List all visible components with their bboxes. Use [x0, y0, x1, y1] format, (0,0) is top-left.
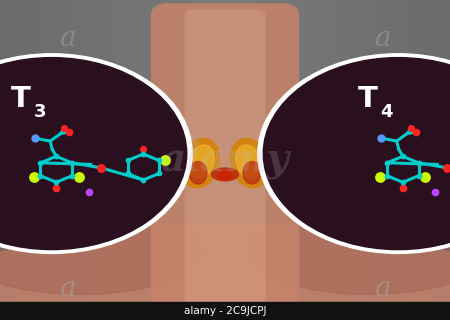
- Text: a: a: [374, 275, 391, 301]
- Ellipse shape: [0, 205, 205, 294]
- Ellipse shape: [230, 139, 269, 188]
- Text: a: a: [374, 25, 391, 52]
- Text: 3: 3: [34, 103, 46, 121]
- Text: alamy - 2C9JCPJ: alamy - 2C9JCPJ: [184, 306, 266, 316]
- Text: 4: 4: [380, 103, 393, 121]
- Text: a: a: [59, 25, 76, 52]
- Text: a: a: [59, 275, 76, 301]
- FancyBboxPatch shape: [184, 10, 266, 310]
- Ellipse shape: [0, 224, 450, 320]
- Ellipse shape: [243, 162, 261, 184]
- Text: T: T: [11, 85, 31, 113]
- Ellipse shape: [217, 172, 233, 180]
- Bar: [0, 302, 450, 320]
- Text: T: T: [358, 85, 378, 113]
- Ellipse shape: [236, 145, 261, 178]
- Circle shape: [258, 54, 450, 253]
- FancyBboxPatch shape: [151, 3, 299, 320]
- Circle shape: [0, 58, 187, 250]
- Ellipse shape: [189, 145, 214, 178]
- Ellipse shape: [245, 205, 450, 294]
- Text: alamy: alamy: [161, 141, 289, 179]
- Ellipse shape: [181, 139, 220, 188]
- Ellipse shape: [212, 168, 239, 181]
- Ellipse shape: [189, 162, 207, 184]
- Circle shape: [0, 54, 192, 253]
- Circle shape: [263, 58, 450, 250]
